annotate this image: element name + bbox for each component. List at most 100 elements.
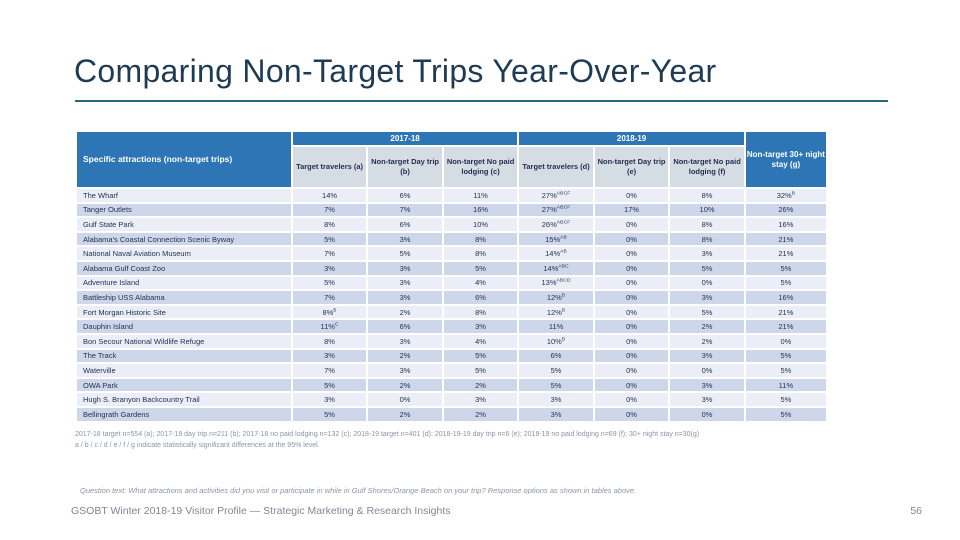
value-cell: 0% [594, 378, 669, 392]
col-e-header: Non-target Day trip (e) [594, 147, 669, 187]
col-a-header: Target travelers (a) [292, 147, 367, 187]
attraction-name: Fort Morgan Historic Site [77, 305, 291, 319]
value-cell: 11% [745, 378, 826, 392]
value-cell: 3% [292, 261, 367, 275]
value-cell: 7% [292, 203, 367, 217]
value-cell: 14%AB [519, 247, 593, 260]
attractions-table-container: Specific attractions (non-target trips) … [75, 130, 828, 423]
value-cell: 16% [443, 203, 518, 217]
value-cell: 3% [670, 378, 744, 392]
page-title: Comparing Non-Target Trips Year-Over-Yea… [74, 53, 717, 89]
attraction-name: The Track [77, 349, 291, 363]
value-cell: 8% [443, 247, 518, 260]
value-cell: 5% [745, 393, 826, 406]
value-cell: 11% [519, 320, 593, 333]
col-d-header: Target travelers (d) [519, 147, 593, 187]
value-cell: 8% [670, 232, 744, 246]
value-cell: 2% [368, 349, 442, 363]
attraction-name: The Wharf [77, 189, 291, 202]
value-cell: 5% [745, 364, 826, 377]
value-cell: 10% [670, 203, 744, 217]
col-f-header: Non-target No paid lodging (f) [670, 147, 744, 187]
table-row: Hugh S. Branyon Backcountry Trail 3% 0% 3% 3… [77, 393, 826, 406]
value-cell: 15%AB [519, 232, 593, 246]
value-cell: 5% [443, 364, 518, 377]
value-cell: 0% [670, 407, 744, 421]
value-cell: 5% [670, 305, 744, 319]
attraction-name: Alabama Gulf Coast Zoo [77, 261, 291, 275]
value-cell: 21% [745, 232, 826, 246]
value-cell: 5% [443, 349, 518, 363]
table-row: Gulf State Park 8% 6% 10% 26%ABCF 0% 8% 16% [77, 218, 826, 231]
value-cell: 0% [594, 305, 669, 319]
value-cell: 5% [745, 407, 826, 421]
footnote: 2017-18 target n=554 (a); 2017-18 day tr… [75, 430, 845, 452]
attraction-name: Tanger Outlets [77, 203, 291, 217]
title-underline [75, 100, 888, 102]
value-cell: 5% [519, 378, 593, 392]
footnote-line-2: a / b / c / d / e / f / g indicate stati… [75, 441, 320, 449]
attraction-name: National Naval Aviation Museum [77, 247, 291, 260]
value-cell: 2% [368, 305, 442, 319]
value-cell: 16% [745, 291, 826, 304]
attraction-name: Battleship USS Alabama [77, 291, 291, 304]
value-cell: 11% [443, 189, 518, 202]
value-cell: 4% [443, 334, 518, 348]
footer-text: GSOBT Winter 2018-19 Visitor Profile — S… [71, 505, 451, 517]
table-row: Dauphin Island 11%C 6% 3% 11% 0% 2% 21% [77, 320, 826, 333]
value-cell: 14%ABC [519, 261, 593, 275]
value-cell: 0% [594, 247, 669, 260]
value-cell: 0% [594, 218, 669, 231]
year-group-2018-19: 2018-19 [519, 132, 744, 145]
table-body: The Wharf 14% 6% 11% 27%ABCF 0% 8% 32%B Tanger O… [77, 189, 826, 421]
value-cell: 5% [670, 261, 744, 275]
value-cell: 7% [292, 291, 367, 304]
table-row: Bon Secour National Wildlife Refuge 8% 3% 4… [77, 334, 826, 348]
value-cell: 11%C [292, 320, 367, 333]
col-g-header-cell: Non-target 30+ night stay (g) [745, 132, 826, 187]
value-cell: 0% [594, 232, 669, 246]
value-cell: 8% [670, 218, 744, 231]
value-cell: 32%B [745, 189, 826, 202]
value-cell: 21% [745, 320, 826, 333]
value-cell: 10%B [519, 334, 593, 348]
value-cell: 27%ABCF [519, 203, 593, 217]
value-cell: 21% [745, 305, 826, 319]
value-cell: 7% [292, 364, 367, 377]
attraction-name: Hugh S. Branyon Backcountry Trail [77, 393, 291, 406]
value-cell: 3% [292, 349, 367, 363]
attraction-name: Adventure Island [77, 276, 291, 290]
attraction-name: Gulf State Park [77, 218, 291, 231]
value-cell: 26%ABCF [519, 218, 593, 231]
value-cell: 8% [292, 218, 367, 231]
value-cell: 2% [368, 378, 442, 392]
table-row: Adventure Island 5% 3% 4% 13%ABCD 0% 0% 5% [77, 276, 826, 290]
attractions-table: Specific attractions (non-target trips) … [75, 130, 828, 423]
table-row: OWA Park 5% 2% 2% 5% 0% 3% 11% [77, 378, 826, 392]
value-cell: 3% [368, 232, 442, 246]
value-cell: 3% [443, 320, 518, 333]
value-cell: 3% [368, 276, 442, 290]
table-row: The Wharf 14% 6% 11% 27%ABCF 0% 8% 32%B [77, 189, 826, 202]
attraction-name: OWA Park [77, 378, 291, 392]
attraction-name: Bon Secour National Wildlife Refuge [77, 334, 291, 348]
value-cell: 10% [443, 218, 518, 231]
value-cell: 26% [745, 203, 826, 217]
value-cell: 8% [292, 334, 367, 348]
col-c-header: Non-target No paid lodging (c) [443, 147, 518, 187]
value-cell: 8%B [292, 305, 367, 319]
value-cell: 3% [519, 393, 593, 406]
table-row: Battleship USS Alabama 7% 3% 6% 12%B 0% 3% 16% [77, 291, 826, 304]
value-cell: 5% [292, 407, 367, 421]
value-cell: 0% [594, 276, 669, 290]
table-row: Fort Morgan Historic Site 8%B 2% 8% 12%B 0% 5%… [77, 305, 826, 319]
attraction-name: Waterville [77, 364, 291, 377]
value-cell: 2% [670, 320, 744, 333]
value-cell: 3% [292, 393, 367, 406]
table-row: Bellingrath Gardens 5% 2% 2% 3% 0% 0% 5% [77, 407, 826, 421]
value-cell: 12%B [519, 291, 593, 304]
value-cell: 2% [368, 407, 442, 421]
value-cell: 0% [594, 349, 669, 363]
attraction-name: Alabama's Coastal Connection Scenic Bywa… [77, 232, 291, 246]
value-cell: 3% [670, 349, 744, 363]
